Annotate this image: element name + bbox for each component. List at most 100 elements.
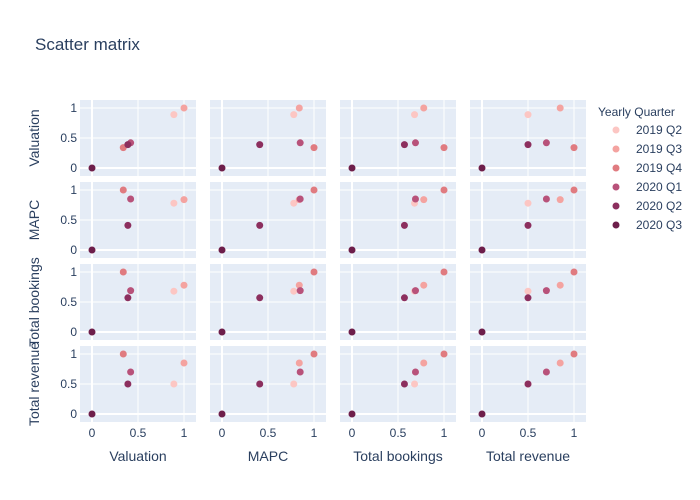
point-2020-q3[interactable] [218,164,226,172]
legend-item-2019-q3[interactable]: 2019 Q3 [612,142,683,156]
point-2019-q4[interactable] [570,268,578,276]
point-2020-q3[interactable] [478,328,486,336]
point-2019-q3[interactable] [180,196,188,204]
point-2019-q3[interactable] [556,196,564,204]
point-2019-q3[interactable] [295,104,303,112]
point-2020-q1[interactable] [127,368,135,376]
legend-item-2020-q1[interactable]: 2020 Q1 [612,180,683,194]
point-2020-q2[interactable] [256,294,264,302]
point-2020-q1[interactable] [411,368,419,376]
point-2019-q4[interactable] [119,268,127,276]
point-2019-q3[interactable] [420,281,428,289]
legend-marker [612,145,620,153]
point-2019-q4[interactable] [310,350,318,358]
point-2020-q2[interactable] [256,221,264,229]
point-2019-q3[interactable] [180,104,188,112]
point-2020-q1[interactable] [411,287,419,295]
point-2020-q3[interactable] [218,410,226,418]
point-2020-q1[interactable] [127,195,135,203]
point-2019-q4[interactable] [310,268,318,276]
point-2020-q2[interactable] [400,294,408,302]
legend-item-2020-q3[interactable]: 2020 Q3 [612,218,683,232]
point-2020-q1[interactable] [542,287,550,295]
point-2020-q1[interactable] [542,139,550,147]
point-2019-q2[interactable] [524,111,532,119]
point-2020-q2[interactable] [256,141,264,149]
point-2020-q2[interactable] [524,294,532,302]
point-2019-q4[interactable] [119,350,127,358]
point-2019-q2[interactable] [411,111,419,119]
point-2019-q4[interactable] [440,268,448,276]
point-2020-q2[interactable] [124,294,132,302]
point-2020-q2[interactable] [400,141,408,149]
point-2019-q3[interactable] [295,281,303,289]
point-2019-q4[interactable] [440,350,448,358]
point-2019-q2[interactable] [170,111,178,119]
point-2019-q4[interactable] [570,350,578,358]
point-2019-q3[interactable] [556,281,564,289]
point-2019-q2[interactable] [170,287,178,295]
legend-item-2019-q4[interactable]: 2019 Q4 [612,161,683,175]
point-2020-q3[interactable] [88,246,96,254]
point-2020-q3[interactable] [348,328,356,336]
point-2019-q3[interactable] [295,359,303,367]
point-2020-q3[interactable] [478,410,486,418]
point-2019-q2[interactable] [290,199,298,207]
point-2020-q2[interactable] [124,221,132,229]
point-2020-q3[interactable] [218,246,226,254]
point-2019-q2[interactable] [290,287,298,295]
point-2020-q2[interactable] [400,380,408,388]
point-2020-q3[interactable] [218,328,226,336]
point-2019-q4[interactable] [310,186,318,194]
point-2020-q3[interactable] [88,164,96,172]
point-2020-q2[interactable] [124,141,132,149]
point-2020-q1[interactable] [411,139,419,147]
point-2020-q2[interactable] [256,380,264,388]
point-2020-q1[interactable] [296,368,304,376]
point-2019-q4[interactable] [440,186,448,194]
legend-label: 2019 Q4 [636,161,682,175]
point-2020-q3[interactable] [88,410,96,418]
point-2020-q1[interactable] [296,195,304,203]
point-2020-q3[interactable] [348,246,356,254]
point-2019-q3[interactable] [420,104,428,112]
point-2019-q4[interactable] [119,186,127,194]
point-2020-q1[interactable] [411,195,419,203]
point-2019-q4[interactable] [310,144,318,152]
point-2019-q2[interactable] [524,199,532,207]
point-2020-q1[interactable] [542,195,550,203]
point-2020-q3[interactable] [478,164,486,172]
point-2019-q2[interactable] [524,287,532,295]
point-2020-q2[interactable] [124,380,132,388]
point-2020-q2[interactable] [524,221,532,229]
point-2020-q3[interactable] [88,328,96,336]
point-2019-q2[interactable] [170,199,178,207]
point-2019-q2[interactable] [170,380,178,388]
point-2020-q1[interactable] [296,139,304,147]
point-2019-q3[interactable] [556,104,564,112]
point-2019-q2[interactable] [290,380,298,388]
point-2019-q4[interactable] [570,144,578,152]
point-2019-q3[interactable] [420,359,428,367]
point-2019-q4[interactable] [570,186,578,194]
x-tick-label: 1 [441,426,448,440]
legend-item-2019-q2[interactable]: 2019 Q2 [612,123,683,137]
point-2020-q3[interactable] [348,410,356,418]
point-2019-q3[interactable] [180,359,188,367]
point-2020-q3[interactable] [348,164,356,172]
panel-total-revenue-vs-mapc [210,346,326,422]
point-2019-q2[interactable] [290,111,298,119]
point-2019-q2[interactable] [411,380,419,388]
point-2020-q2[interactable] [400,221,408,229]
point-2020-q1[interactable] [542,368,550,376]
point-2019-q3[interactable] [180,281,188,289]
point-2020-q3[interactable] [478,246,486,254]
point-2019-q4[interactable] [440,144,448,152]
point-2020-q2[interactable] [524,380,532,388]
point-2020-q2[interactable] [524,141,532,149]
point-2020-q1[interactable] [127,287,135,295]
legend-item-2020-q2[interactable]: 2020 Q2 [612,199,683,213]
point-2019-q3[interactable] [420,196,428,204]
point-2020-q1[interactable] [296,287,304,295]
point-2019-q3[interactable] [556,359,564,367]
